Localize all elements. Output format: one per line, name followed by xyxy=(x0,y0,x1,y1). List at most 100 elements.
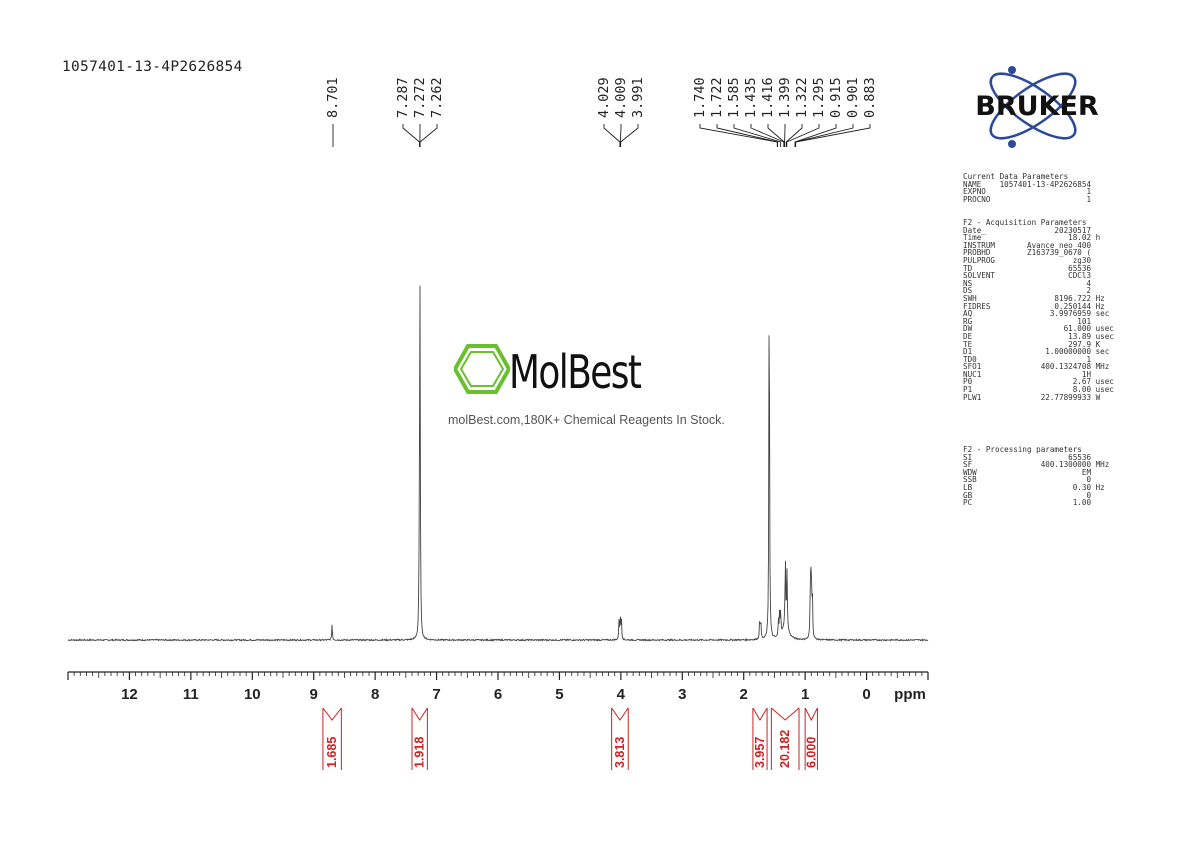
param-row: DS 2 xyxy=(963,286,1092,296)
peak-label: 1.295 xyxy=(811,77,827,118)
x-tick-label: 5 xyxy=(555,686,563,703)
param-row: RG 101 xyxy=(963,316,1092,326)
param-row: Date_ 20230517 xyxy=(963,225,1092,235)
param-row: PULPROG zg30 xyxy=(963,255,1092,265)
peak-label: 8.701 xyxy=(325,77,341,118)
integral-bracket-top xyxy=(322,707,342,721)
integral-value: 1.918 xyxy=(413,737,427,768)
peak-label: 0.901 xyxy=(845,77,861,118)
peak-label: 3.991 xyxy=(630,77,646,118)
integral-region: 1.918 xyxy=(411,707,428,770)
processing-parameters: F2 - Processing parameters SI 65536 SF 400… xyxy=(963,446,1109,507)
x-tick-label: 4 xyxy=(617,686,626,703)
x-axis: 12 11 10 9 8 7 6 5 4 3 2 1 0 ppm xyxy=(67,671,929,703)
integral-region: 20.182 xyxy=(770,707,800,770)
peak-label: 1.435 xyxy=(743,77,759,118)
param-row: SSB 0 xyxy=(963,475,1092,485)
peak-label: 0.915 xyxy=(828,77,844,118)
x-tick-label: 0 xyxy=(862,686,870,703)
param-row: EXPNO 1 xyxy=(963,187,1092,197)
watermark-brand: MolBest xyxy=(509,345,642,399)
spectrum-trace xyxy=(67,285,929,642)
x-tick-label: 2 xyxy=(740,686,748,703)
param-row: INSTRUM Avance neo 400 xyxy=(963,240,1092,250)
param-section-header: F2 - Processing parameters xyxy=(963,445,1082,454)
x-tick-label: 1 xyxy=(801,686,809,703)
molbest-hexagon-icon xyxy=(454,344,510,394)
acquisition-parameters: F2 - Acquisition Parameters Date_ 2023051… xyxy=(963,219,1114,401)
integral-bracket-top xyxy=(411,707,428,721)
peak-label-connector xyxy=(767,124,785,147)
param-row: SWH 8196.722 Hz xyxy=(963,293,1105,303)
integral-regions: 1.685 1.918 3.813 3.957 20.182 6.000 xyxy=(322,707,818,770)
integral-bracket-top xyxy=(771,707,800,721)
bruker-logo: BRUKER xyxy=(975,66,1099,148)
x-tick-label: 3 xyxy=(678,686,686,703)
peak-label-connector xyxy=(419,124,438,147)
param-row: NS 4 xyxy=(963,278,1092,288)
x-tick-label: 11 xyxy=(183,686,199,703)
sample-id: 1057401-13-4P2626854 xyxy=(62,59,243,75)
peak-label-connector xyxy=(785,124,803,147)
param-row: AQ 3.9976959 sec xyxy=(963,309,1110,319)
param-row: P1 8.00 usec xyxy=(963,385,1114,395)
x-axis-label: ppm xyxy=(894,686,926,703)
peak-labels: 8.701 7.287 7.272 7.262 4.029 4.009 3.991 1.740… xyxy=(325,77,878,118)
x-tick-label: 8 xyxy=(371,686,379,703)
param-row: SI 65536 xyxy=(963,452,1092,462)
peak-label-connector xyxy=(733,124,782,147)
watermark-tagline: molBest.com,180K+ Chemical Reagents In S… xyxy=(448,413,725,427)
peak-label: 7.272 xyxy=(412,77,428,118)
param-row: Time 18.02 h xyxy=(963,233,1101,243)
param-row: SOLVENT CDCl3 xyxy=(963,271,1092,281)
integral-region: 3.813 xyxy=(611,707,629,770)
peak-label-connectors xyxy=(332,124,871,147)
param-row: PROCNO 1 xyxy=(963,194,1092,204)
integral-bracket-top xyxy=(611,707,629,721)
peak-label-connector xyxy=(699,124,778,147)
peak-label-connector xyxy=(620,124,639,147)
param-row: TD0 1 xyxy=(963,354,1092,364)
peak-label-connector xyxy=(716,124,779,147)
param-row: FIDRES 0.250144 Hz xyxy=(963,301,1105,311)
x-tick-label: 7 xyxy=(432,686,440,703)
param-row: D1 1.00000000 sec xyxy=(963,347,1110,357)
peak-label: 4.029 xyxy=(596,77,612,118)
peak-label: 1.322 xyxy=(794,77,810,118)
integral-region: 1.685 xyxy=(322,707,342,770)
integral-value: 3.813 xyxy=(613,737,627,768)
integral-bracket-top xyxy=(752,707,768,721)
peak-label-connector xyxy=(794,124,854,147)
param-row: SFO1 400.1324708 MHz xyxy=(963,362,1110,372)
param-row: SF 400.1300000 MHz xyxy=(963,460,1110,470)
peak-label: 1.399 xyxy=(777,77,793,118)
peak-label-connector xyxy=(750,124,785,147)
param-row: DE 13.89 usec xyxy=(963,331,1114,341)
param-row: PROBHD Z163739_0670 ( xyxy=(963,248,1092,258)
x-tick-label: 6 xyxy=(494,686,502,703)
current-data-parameters: Current Data Parameters NAME 1057401-13-4… xyxy=(963,173,1091,203)
integral-region: 3.957 xyxy=(752,707,768,770)
bruker-logo-text: BRUKER xyxy=(975,91,1099,122)
param-section-header: F2 - Acquisition Parameters xyxy=(963,218,1087,227)
x-tick-label: 12 xyxy=(121,686,138,703)
peak-label: 4.009 xyxy=(613,77,629,118)
peak-label-connector xyxy=(603,124,621,147)
param-row: DW 61.000 usec xyxy=(963,324,1114,334)
integral-value: 3.957 xyxy=(753,737,767,768)
param-row: NUC1 1H xyxy=(963,369,1092,379)
peak-label: 7.287 xyxy=(395,77,411,118)
peak-label: 7.262 xyxy=(429,77,445,118)
param-row: P0 2.67 usec xyxy=(963,377,1114,387)
param-row: LB 0.30 Hz xyxy=(963,482,1105,492)
param-row: NAME 1057401-13-4P2626854 xyxy=(963,179,1092,189)
integral-value: 6.000 xyxy=(804,737,818,768)
peak-label: 1.585 xyxy=(726,77,742,118)
integral-value: 20.182 xyxy=(778,730,792,768)
param-row: TE 297.9 K xyxy=(963,339,1101,349)
x-tick-label: 9 xyxy=(310,686,318,703)
integral-value: 1.685 xyxy=(325,737,339,768)
param-row: PC 1.00 xyxy=(963,498,1092,508)
integral-bracket-top xyxy=(804,707,818,722)
